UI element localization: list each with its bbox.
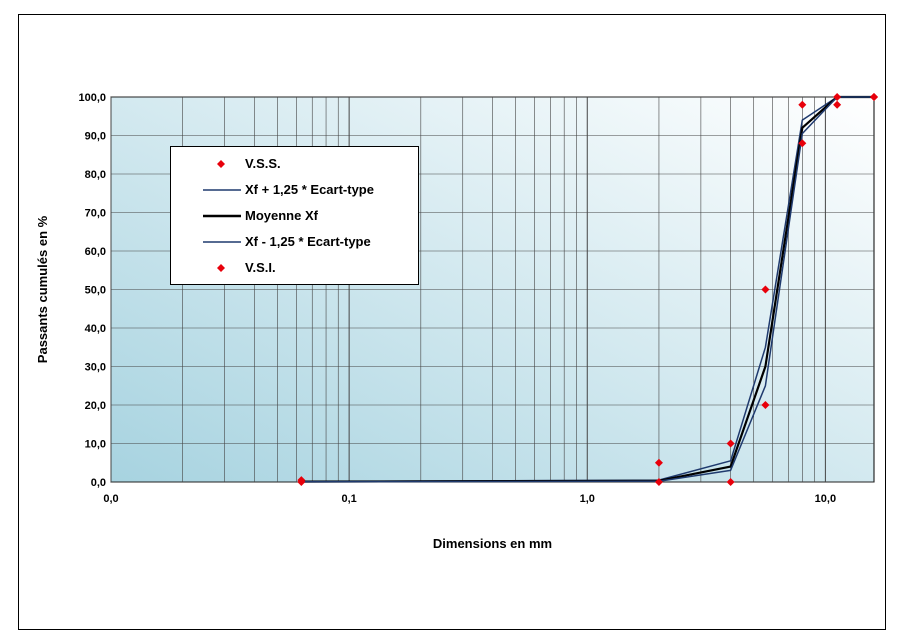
x-tick-label: 0,1 — [341, 493, 356, 505]
y-tick-label: 50,0 — [85, 285, 106, 297]
series-0-marker — [654, 458, 663, 467]
series-4-marker — [297, 478, 306, 486]
legend-item-vss: V.S.S. — [171, 155, 416, 173]
y-tick-label: 90,0 — [85, 131, 106, 143]
y-tick-label: 80,0 — [85, 169, 106, 181]
legend-item-moyenne: Moyenne Xf — [171, 207, 416, 225]
chart-svg: 0,0 10,0 20,0 30,0 40,0 50,0 60,0 70,0 80,0 90,0 1… — [35, 92, 878, 551]
line-swatch-icon — [203, 189, 241, 191]
legend-label: V.S.S. — [245, 156, 281, 171]
legend-item-vsi: V.S.I. — [171, 259, 416, 277]
legend-label: Xf + 1,25 * Ecart-type — [245, 182, 374, 197]
y-tick-label: 30,0 — [85, 362, 106, 374]
diamond-marker-icon — [217, 160, 225, 168]
x-tick-label: 1,0 — [580, 493, 595, 505]
x-axis-title: Dimensions en mm — [433, 536, 552, 551]
y-tick-label: 70,0 — [85, 208, 106, 220]
y-tick-label: 100,0 — [78, 92, 106, 104]
chart-frame: 0,0 10,0 20,0 30,0 40,0 50,0 60,0 70,0 80,0 90,0 1… — [18, 14, 886, 630]
series-4-marker — [870, 93, 878, 101]
x-tick-label: 10,0 — [815, 493, 836, 505]
series-layer — [297, 93, 878, 486]
series-4-marker — [761, 401, 770, 409]
line-swatch-icon — [203, 214, 241, 218]
legend-label: Moyenne Xf — [245, 208, 318, 223]
y-tick-label: 40,0 — [85, 323, 106, 335]
series-0-marker — [798, 100, 807, 109]
legend-item-xf-plus: Xf + 1,25 * Ecart-type — [171, 181, 416, 199]
series-0-marker — [761, 285, 770, 294]
series-4-marker — [798, 139, 807, 148]
legend-item-xf-minus: Xf - 1,25 * Ecart-type — [171, 233, 416, 251]
line-swatch-icon — [203, 241, 241, 243]
y-tick-label: 0,0 — [91, 477, 106, 489]
series-4-marker — [833, 100, 842, 109]
y-axis-title: Passants cumulés en % — [35, 215, 50, 363]
legend-label: Xf - 1,25 * Ecart-type — [245, 234, 371, 249]
chart-legend: V.S.S. Xf + 1,25 * Ecart-type Moyenne Xf… — [170, 146, 419, 285]
x-tick-label: 0,0 — [103, 493, 118, 505]
y-tick-label: 10,0 — [85, 439, 106, 451]
series-4-marker — [726, 478, 735, 486]
y-tick-label: 60,0 — [85, 246, 106, 258]
diamond-marker-icon — [217, 264, 225, 272]
legend-label: V.S.I. — [245, 260, 276, 275]
tick-labels: 0,0 10,0 20,0 30,0 40,0 50,0 60,0 70,0 80,0 90,0 1… — [78, 92, 836, 505]
series-0-marker — [833, 93, 842, 101]
series-4-marker — [654, 478, 663, 486]
y-tick-label: 20,0 — [85, 400, 106, 412]
series-0-marker — [726, 439, 735, 448]
